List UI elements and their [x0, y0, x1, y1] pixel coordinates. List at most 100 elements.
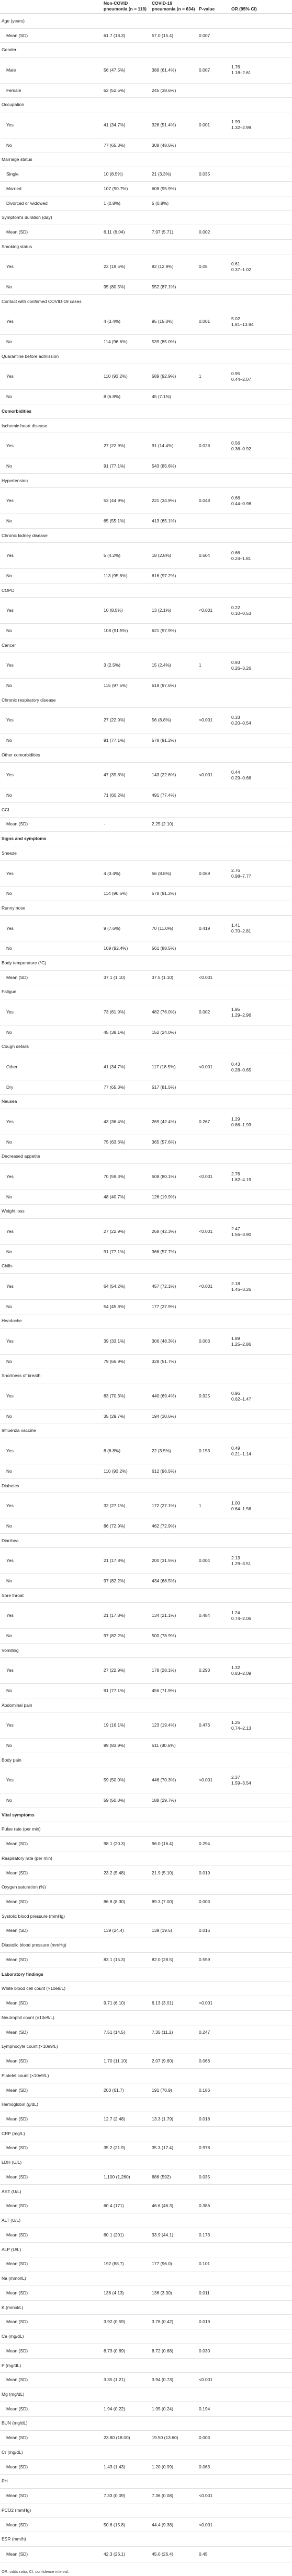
row-label: No	[0, 941, 102, 957]
cell-non-covid: 77 (65.3%)	[102, 1080, 150, 1095]
row-label: Yes	[0, 542, 102, 569]
variable-row: PCO2 (mmHg)	[0, 2503, 292, 2518]
data-row: Mean (SD) 50.6 (15.8) 44.4 (9.38) <0.001	[0, 2517, 292, 2533]
data-row: No 108 (91.5%) 621 (97.9%)	[0, 623, 292, 638]
variable-row: Hemoglobin (g/dL)	[0, 2097, 292, 2113]
row-label: Yes	[0, 1712, 102, 1739]
cell-covid: 177 (96.0)	[150, 2257, 197, 2272]
cell-covid: 440 (69.4%)	[150, 1383, 197, 1409]
cell-p	[197, 1409, 230, 1424]
cell-non-covid: 8 (6.8%)	[102, 1438, 150, 1464]
row-label: No	[0, 1793, 102, 1808]
variable-name: P (mg/dL)	[0, 2358, 292, 2373]
cell-non-covid: 9.71 (6.10)	[102, 1996, 150, 2011]
cell-p: 0.173	[197, 2228, 230, 2243]
cell-p	[197, 1135, 230, 1150]
cell-non-covid: 203 (61.7)	[102, 2083, 150, 2098]
cell-non-covid: 75 (63.6%)	[102, 1135, 150, 1150]
cell-p: <0.001	[197, 2488, 230, 2503]
cell-non-covid: 83.1 (15.3)	[102, 1952, 150, 1967]
cell-non-covid: 41 (34.7%)	[102, 1054, 150, 1080]
confidence-interval: 0.44–0.98	[231, 500, 251, 506]
data-row: No 35 (29.7%) 194 (30.6%)	[0, 1409, 292, 1424]
cell-non-covid: 60.1 (201)	[102, 2228, 150, 2243]
cell-p: <0.001	[197, 1273, 230, 1300]
variable-row: Body pain	[0, 1753, 292, 1768]
data-row: No 75 (63.6%) 365 (57.6%)	[0, 1135, 292, 1150]
variable-name: Runny nose	[0, 901, 292, 916]
variable-name: Influenza vaccine	[0, 1424, 292, 1439]
variable-row: Oxygen saturation (%)	[0, 1880, 292, 1895]
cell-covid: 245 (38.6%)	[150, 83, 197, 98]
cell-covid: 191 (70.9)	[150, 2083, 197, 2098]
cell-p: 0.978	[197, 2141, 230, 2156]
cell-non-covid: 61.7 (18.3)	[102, 28, 150, 43]
cell-covid: 96.0 (16.4)	[150, 1836, 197, 1851]
cell-non-covid: 97 (82.2%)	[102, 1628, 150, 1643]
cell-covid: 82.0 (28.5)	[150, 1952, 197, 1967]
cell-or	[230, 2402, 292, 2417]
cell-covid: 19.50 (13.60)	[150, 2430, 197, 2446]
cell-covid: 491 (77.4%)	[150, 788, 197, 803]
cell-or	[230, 2112, 292, 2127]
data-row: Mean (SD) 12.7 (2.48) 13.3 (1.79) 0.018	[0, 2112, 292, 2127]
variable-row: PH	[0, 2474, 292, 2489]
data-row: Yes 4 (3.4%) 56 (8.8%) 0.069 2.76 0.98–7.77	[0, 860, 292, 887]
cell-covid: 621 (97.9%)	[150, 623, 197, 638]
section-title: Comorbidities	[0, 404, 292, 419]
cell-non-covid: 114 (96.6%)	[102, 886, 150, 902]
cell-or: 0.22 0.10–0.53	[230, 597, 292, 624]
cell-non-covid: 41 (34.7%)	[102, 112, 150, 138]
cell-covid: 8.72 (0.68)	[150, 2344, 197, 2359]
cell-non-covid: 4 (3.4%)	[102, 860, 150, 887]
cell-p: 0.101	[197, 2257, 230, 2272]
variable-name: Neutrophil count (×10e9/L)	[0, 2010, 292, 2025]
cell-covid: 139 (19.5)	[150, 1924, 197, 1939]
data-row: Yes 83 (70.3%) 440 (69.4%) 0.925 0.96 0.62–1.…	[0, 1383, 292, 1409]
row-label: Single	[0, 167, 102, 182]
data-row: Female 62 (52.5%) 245 (38.6%)	[0, 83, 292, 98]
variable-name: Fatigue	[0, 985, 292, 1000]
row-label: Mean (SD)	[0, 2141, 102, 2156]
cell-p: 0.066	[197, 2054, 230, 2069]
variable-name: Hypertension	[0, 473, 292, 488]
header-cell	[0, 0, 102, 14]
cell-or	[230, 2372, 292, 2388]
cell-covid: 268 (42.3%)	[150, 1218, 197, 1245]
cell-non-covid: 35 (29.7%)	[102, 1409, 150, 1424]
cell-p: 0.069	[197, 860, 230, 887]
variable-name: Sore throat	[0, 1588, 292, 1603]
data-row: Mean (SD) 23.80 (18.00) 19.50 (13.60) 0.003	[0, 2430, 292, 2446]
cell-covid: 616 (97.2%)	[150, 568, 197, 584]
cell-non-covid: 27 (22.9%)	[102, 433, 150, 459]
variable-name: Sneeze	[0, 846, 292, 861]
cell-covid: 13.3 (1.79)	[150, 2112, 197, 2127]
cell-p	[197, 1190, 230, 1205]
variable-name: Ca (mg/dL)	[0, 2329, 292, 2344]
variable-row: Gender	[0, 42, 292, 58]
cell-p: 0.001	[197, 309, 230, 335]
confidence-interval: 0.74–2.06	[231, 1615, 251, 1621]
cell-p: 0.048	[197, 487, 230, 514]
variable-name: Marriage status	[0, 153, 292, 168]
cell-non-covid: 71 (60.2%)	[102, 788, 150, 803]
cell-non-covid: 65 (55.1%)	[102, 514, 150, 529]
variable-name: Chronic kidney disease	[0, 528, 292, 543]
row-label: Divorced or widowed	[0, 196, 102, 211]
cell-covid: 15 (2.4%)	[150, 652, 197, 679]
row-label: Mean (SD)	[0, 970, 102, 985]
variable-name: Diarrhea	[0, 1533, 292, 1548]
cell-or	[230, 28, 292, 43]
cell-or	[230, 1299, 292, 1314]
confidence-interval: 1.81–13.94	[231, 321, 254, 327]
odds-ratio: 1.32	[231, 1664, 240, 1670]
cell-or: 0.33 0.20–0.54	[230, 707, 292, 734]
cell-non-covid: 62 (52.5%)	[102, 83, 150, 98]
cell-p: <0.001	[197, 970, 230, 985]
cell-p: <0.001	[197, 597, 230, 624]
cell-non-covid: 23.2 (5.48)	[102, 1866, 150, 1881]
row-label: No	[0, 1683, 102, 1698]
odds-ratio: 1.29	[231, 1116, 240, 1122]
cell-covid: 462 (72.9%)	[150, 1519, 197, 1534]
variable-row: ALP (U/L)	[0, 2242, 292, 2257]
